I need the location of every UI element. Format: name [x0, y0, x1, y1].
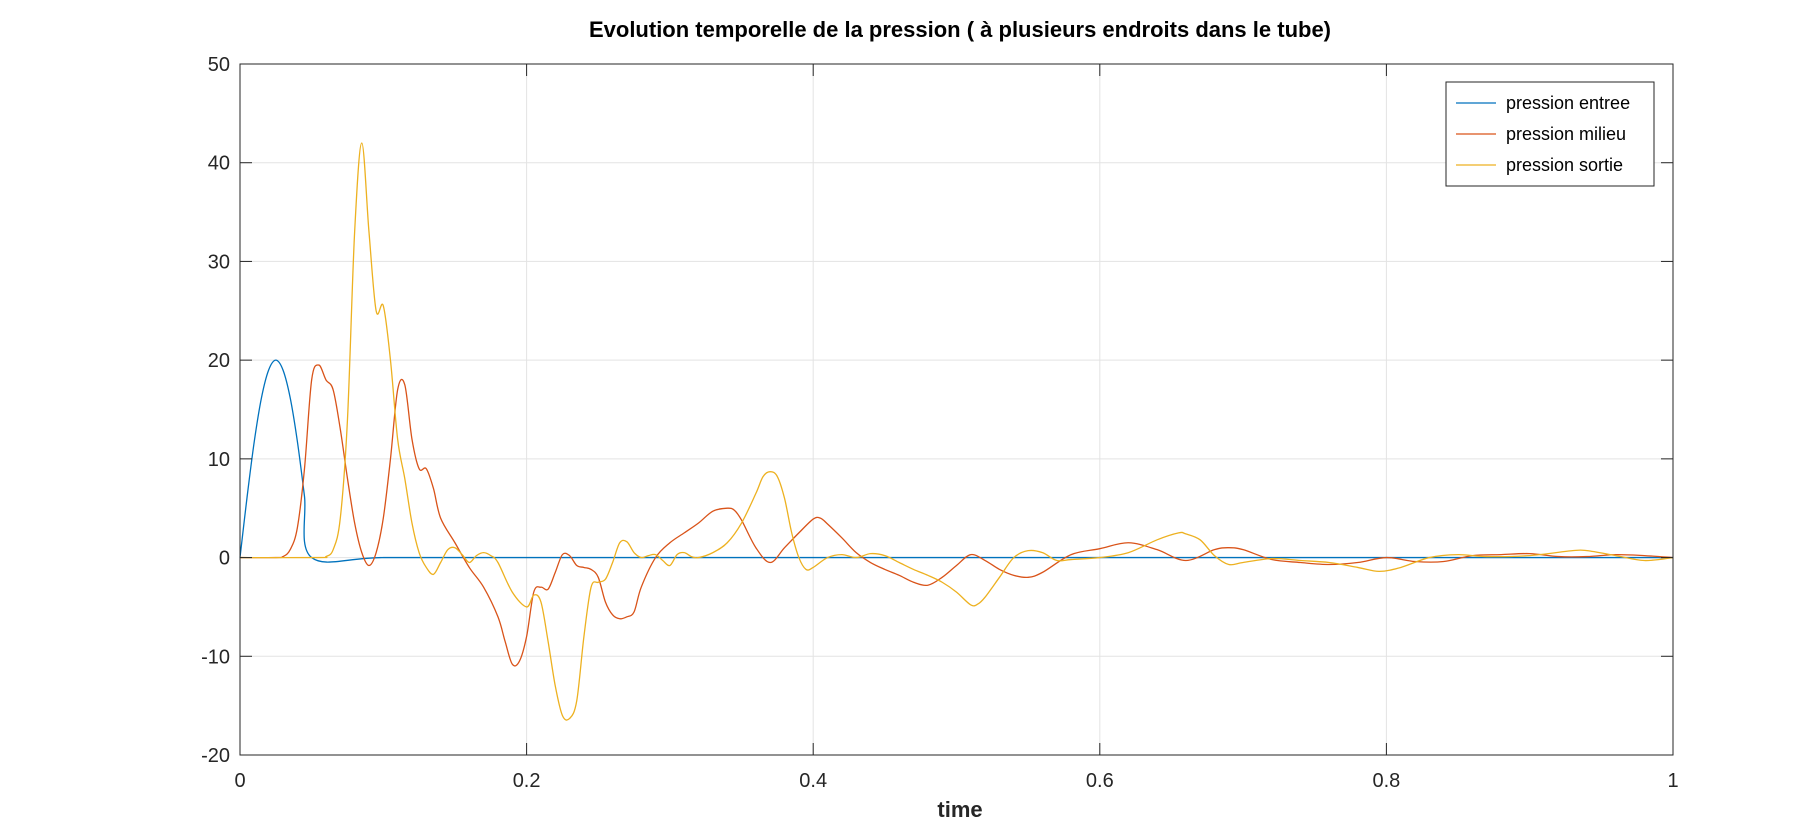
y-tick-label: 20 — [208, 350, 230, 372]
legend-label: pression milieu — [1506, 124, 1626, 144]
legend: pression entree pression milieu pression s… — [1445, 81, 1655, 187]
tick-marks — [239, 63, 1674, 756]
y-tick-label: -10 — [201, 646, 230, 668]
x-tick-label: 0.4 — [799, 770, 827, 792]
y-tick-label: 50 — [208, 54, 230, 76]
y-tick-labels: -20 -10 0 10 20 30 40 50 — [201, 54, 230, 767]
x-tick-labels: 0 0.2 0.4 0.6 0.8 1 — [234, 770, 1678, 792]
y-tick-label: 30 — [208, 251, 230, 273]
series-line-2 — [239, 364, 1674, 667]
axes-box — [239, 63, 1674, 756]
x-tick-label: 0.6 — [1086, 770, 1114, 792]
y-tick-label: 10 — [208, 449, 230, 471]
series-lines — [239, 142, 1674, 721]
chart-title: Evolution temporelle de la pression ( à … — [589, 17, 1331, 42]
y-tick-label: 40 — [208, 153, 230, 175]
x-tick-label: 1 — [1667, 770, 1678, 792]
x-tick-label: 0 — [234, 770, 245, 792]
x-tick-label: 0.8 — [1372, 770, 1400, 792]
axes-background — [240, 64, 1673, 755]
x-axis-label: time — [937, 797, 982, 822]
series-line-3 — [239, 142, 1674, 721]
plot-area: 0 0.2 0.4 0.6 0.8 1 -20 -10 0 10 20 30 40 50 — [201, 54, 1678, 792]
legend-label: pression entree — [1506, 93, 1630, 113]
x-tick-label: 0.2 — [513, 770, 541, 792]
legend-label: pression sortie — [1506, 155, 1623, 175]
y-tick-label: 0 — [219, 548, 230, 570]
y-tick-label: -20 — [201, 745, 230, 767]
